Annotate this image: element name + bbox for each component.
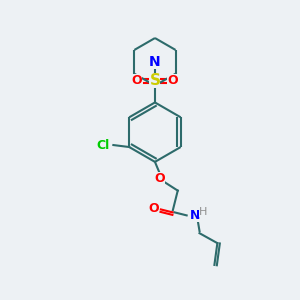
Text: O: O bbox=[154, 172, 165, 185]
Text: H: H bbox=[199, 207, 208, 218]
Text: N: N bbox=[149, 55, 161, 69]
Text: Cl: Cl bbox=[97, 139, 110, 152]
Text: O: O bbox=[167, 74, 178, 87]
Text: N: N bbox=[189, 209, 200, 222]
Text: O: O bbox=[132, 74, 142, 87]
Text: S: S bbox=[149, 73, 161, 88]
Text: O: O bbox=[149, 202, 159, 215]
